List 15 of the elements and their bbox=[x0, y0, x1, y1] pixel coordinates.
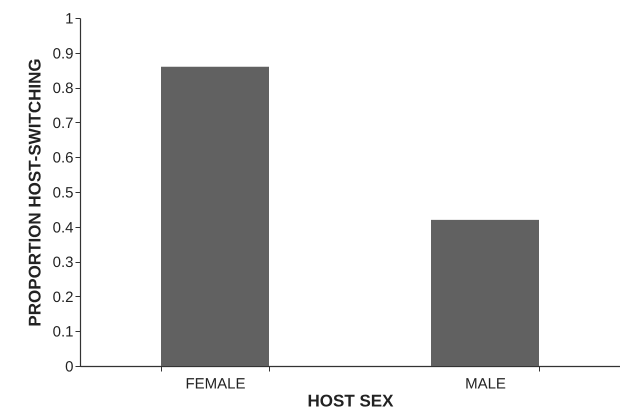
x-tick-label: MALE bbox=[465, 376, 506, 392]
y-tick-label: 0.4 bbox=[52, 219, 74, 236]
y-tick-label: 0.5 bbox=[52, 184, 74, 202]
y-tick-label: 1 bbox=[65, 10, 74, 28]
y-tick-label: 0 bbox=[65, 358, 74, 376]
y-tick-label: 0.9 bbox=[52, 45, 74, 62]
x-tick-label: FEMALE bbox=[185, 376, 246, 392]
y-tick-label: 0.7 bbox=[52, 114, 74, 132]
y-tick-label: 0.2 bbox=[52, 288, 74, 306]
x-axis-title: HOST SEX bbox=[308, 392, 394, 410]
y-tick-label: 0.3 bbox=[52, 254, 74, 272]
y-tick-label: 0.8 bbox=[52, 80, 74, 98]
y-tick-label: 0.6 bbox=[52, 150, 74, 167]
y-axis-title: PROPORTION HOST-SWITCHING bbox=[26, 58, 45, 327]
y-tick-label: 0.1 bbox=[52, 324, 74, 341]
